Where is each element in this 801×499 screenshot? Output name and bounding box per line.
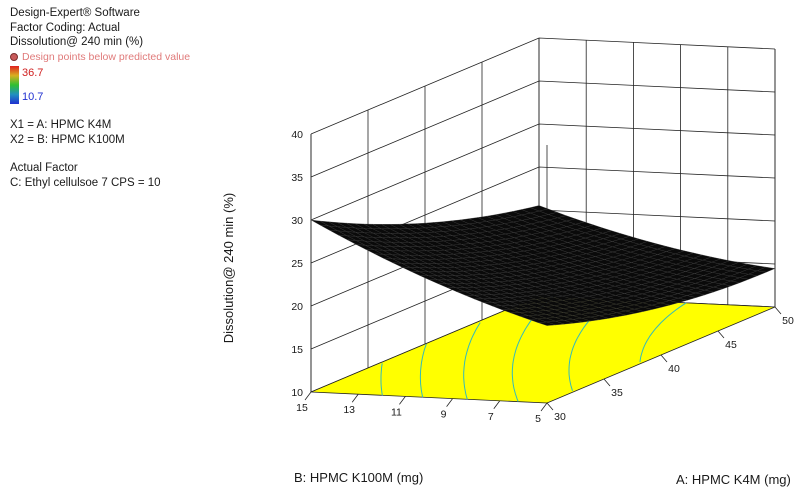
z-tick-label: 10 [291, 387, 303, 399]
factor-coding-label: Factor Coding: Actual [10, 21, 120, 34]
y-tick-mark [493, 400, 501, 410]
z-tick-label: 25 [291, 258, 303, 270]
actual-factor-value: C: Ethyl cellulsoe 7 CPS = 10 [10, 176, 161, 189]
x-tick-mark [546, 402, 554, 411]
software-label: Design-Expert® Software [10, 7, 140, 19]
legend-panel: Design-Expert® Software Factor Coding: A… [10, 6, 190, 190]
y-tick-mark [399, 396, 406, 405]
color-scale-max: 36.7 [22, 67, 44, 79]
x1-definition: X1 = A: HPMC K4M [10, 119, 112, 131]
design-points-legend: Design points below predicted value [10, 50, 190, 65]
contour-line [419, 343, 427, 398]
z-tick-label: 15 [291, 344, 303, 356]
y-tick-mark [446, 398, 453, 407]
x-tick-mark [603, 378, 611, 387]
contour-line [639, 302, 687, 363]
y-tick-mark [304, 391, 312, 401]
y-tick-label: 5 [535, 413, 541, 425]
color-scale: 36.7 10.7 [10, 66, 190, 104]
x-tick-label: 40 [668, 363, 680, 375]
wall-gridline [310, 80, 776, 178]
surface-facet [537, 321, 556, 326]
wall-gridline [310, 123, 776, 221]
x-tick-label: 35 [611, 387, 623, 399]
color-scale-min: 10.7 [22, 90, 44, 103]
y-tick-label: 13 [343, 404, 355, 416]
x-tick-mark [774, 306, 782, 315]
x-tick-label: 30 [554, 411, 566, 423]
x-tick-label: 50 [782, 315, 794, 327]
contour-line [380, 363, 383, 396]
response-surface [310, 205, 776, 326]
contour-line [463, 322, 481, 400]
z-tick-label: 30 [291, 215, 303, 227]
design-point-marker-icon [10, 52, 18, 61]
z-axis-label: Dissolution@ 240 min (%) [221, 193, 236, 343]
x-tick-mark [660, 354, 668, 363]
z-tick-label: 40 [291, 129, 303, 141]
design-points-label: Design points below predicted value [22, 50, 191, 63]
actual-factor-title: Actual Factor [10, 162, 78, 174]
z-tick-label: 20 [291, 301, 303, 313]
y-axis-label: B: HPMC K100M (mg) [294, 470, 423, 485]
x-tick-mark [717, 330, 725, 339]
axis-ticks: 10 15 20 25 30 35 40 5 7 9 11 13 15 30 35 40 45 50 [291, 129, 794, 425]
y-tick-label: 15 [296, 402, 308, 414]
wall-gridline [310, 37, 776, 135]
color-scale-gradient [10, 66, 19, 104]
x-axis-label: A: HPMC K4M (mg) [676, 472, 791, 487]
y-tick-label: 7 [488, 411, 494, 423]
y-tick-mark [540, 402, 548, 412]
y-tick-label: 11 [391, 406, 402, 418]
y-tick-label: 9 [441, 409, 447, 421]
y-tick-mark [351, 393, 359, 403]
response-label: Dissolution@ 240 min (%) [10, 36, 144, 48]
x2-definition: X2 = B: HPMC K100M [10, 133, 125, 146]
z-tick-label: 35 [291, 172, 303, 184]
x-tick-label: 45 [725, 339, 737, 351]
